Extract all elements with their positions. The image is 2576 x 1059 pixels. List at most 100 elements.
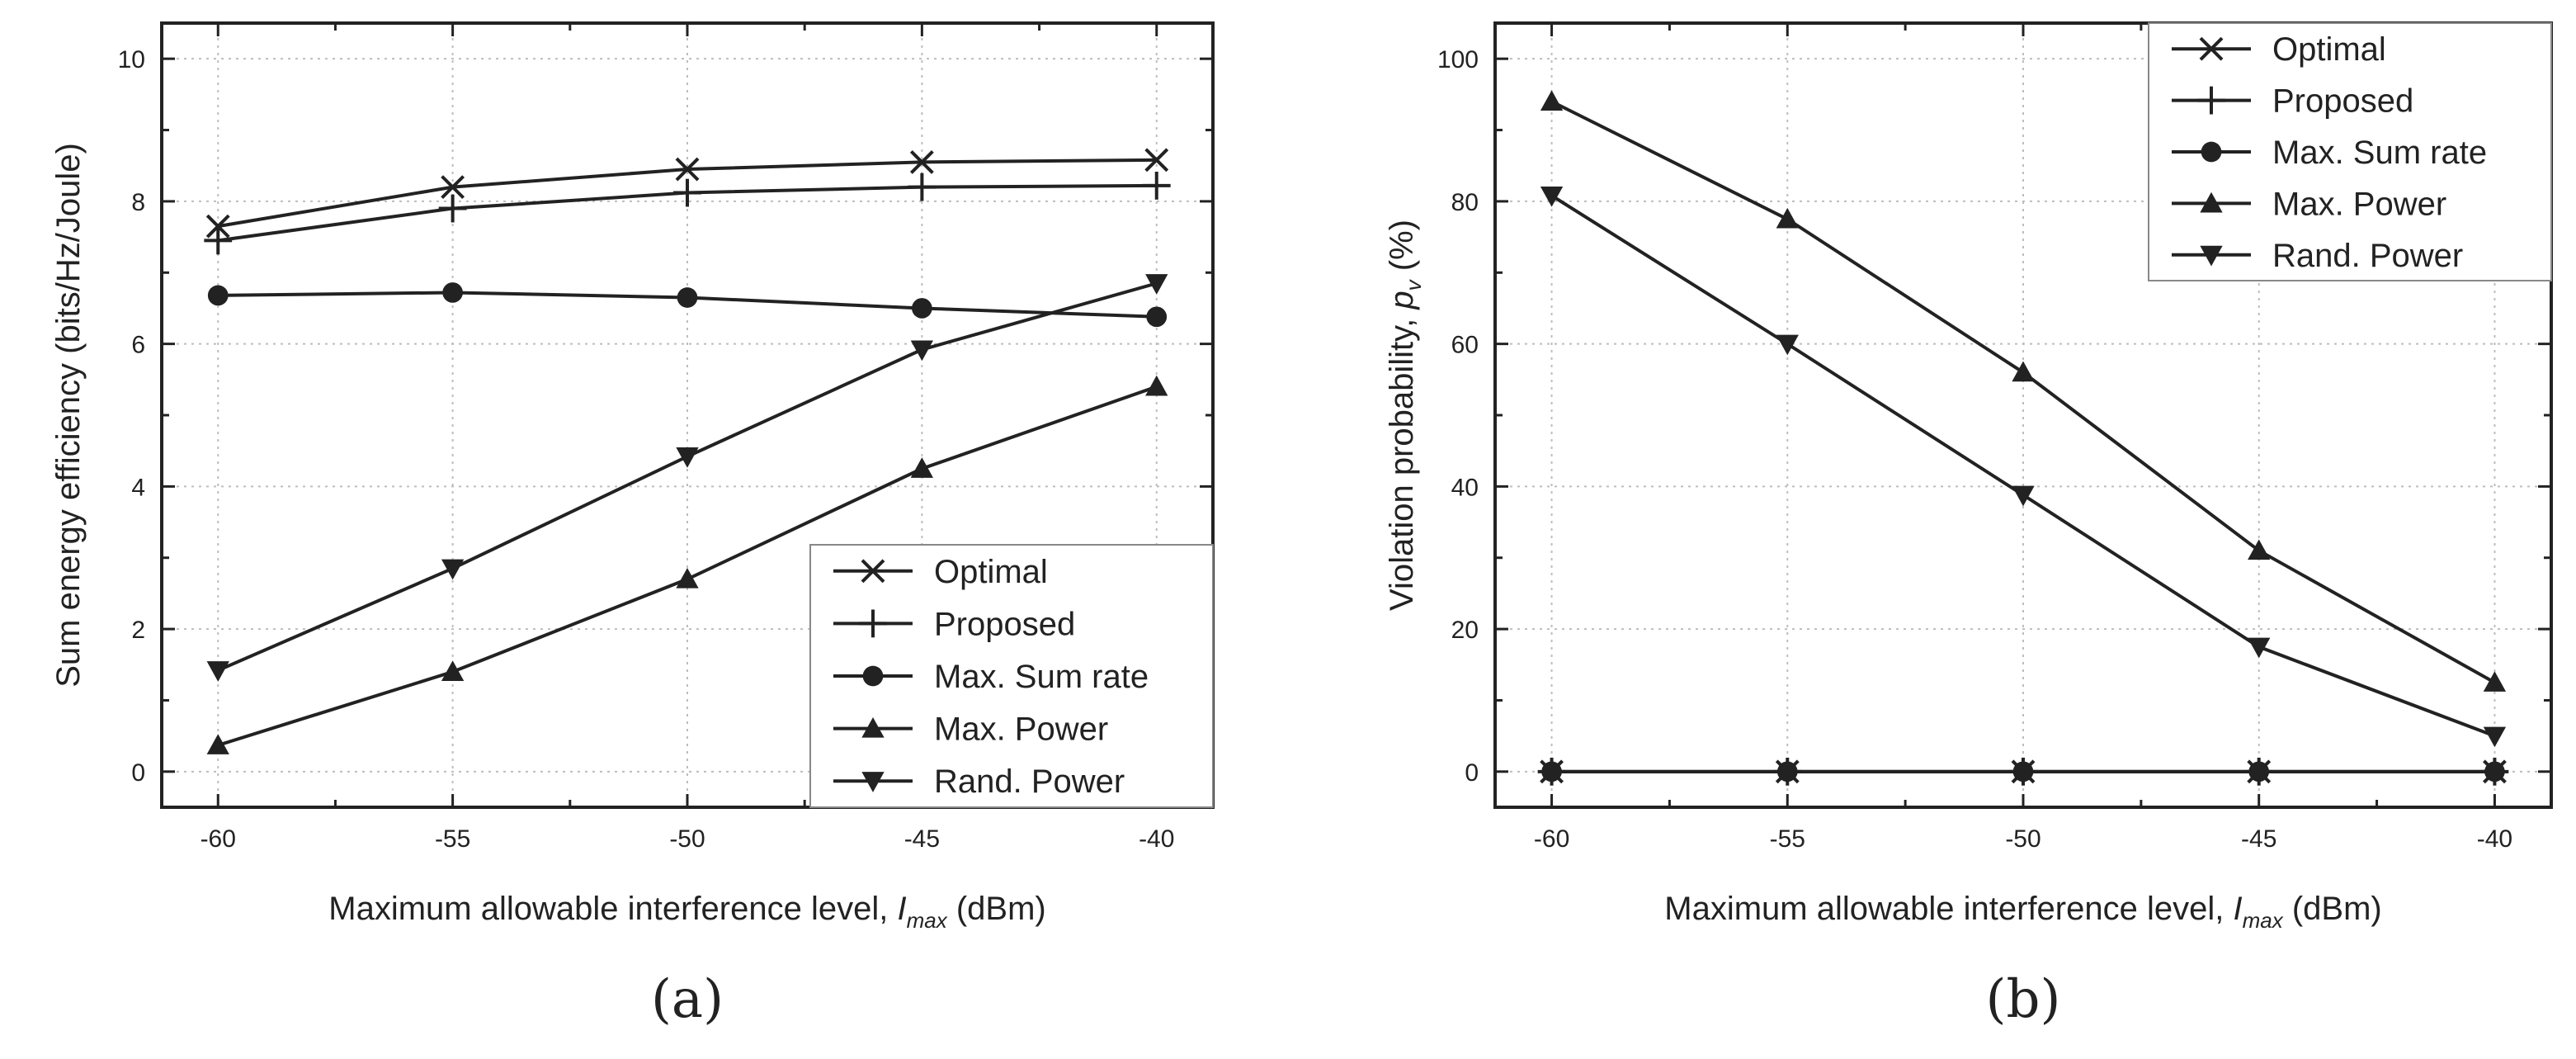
series-max-sum-rate [207,282,1168,328]
legend: Optimal Proposed Max. Sum rate Max. Power Ra… [809,544,1214,808]
legend-label: Rand. Power [2272,238,2463,274]
y-tick-label: 0 [1465,759,1479,787]
legend-label: Rand. Power [934,764,1125,800]
y-axis-title: Violation probability, pv (%) [1384,220,1426,611]
legend-item: Rand. Power [2172,238,2463,274]
chart-caption: (a) [651,969,724,1030]
y-tick-label: 2 [131,617,145,644]
series-rand-power [206,274,1168,682]
x-tick-label: -50 [669,825,705,853]
y-tick-label: 60 [1451,332,1479,359]
data-point [2248,539,2271,560]
series-rand-power [1540,186,2507,748]
y-tick-label: 8 [131,189,145,216]
y-tick-label: 100 [1437,46,1479,73]
legend-marker [859,609,887,638]
data-point [2484,761,2505,782]
data-point [2483,671,2507,692]
data-point [677,287,698,308]
data-point [1146,306,1168,328]
x-tick-label: -55 [1770,825,1805,853]
data-point [206,734,229,754]
data-point [1145,274,1168,295]
data-point [676,567,699,589]
data-point [438,194,467,223]
data-point [910,340,934,362]
data-point [676,447,699,468]
legend-label: Max. Power [934,712,1108,748]
y-tick-label: 0 [131,759,145,787]
y-tick-label: 40 [1451,474,1479,501]
legend-label: Optimal [934,554,1048,590]
data-point [441,559,465,580]
legend-item: Rand. Power [833,764,1125,800]
legend-label: Proposed [2272,83,2413,120]
data-point [205,214,230,239]
legend-marker [2199,36,2224,61]
data-point [441,660,465,681]
data-point [912,298,932,319]
legend-label: Optimal [2272,31,2386,68]
legend-label: Max. Power [2272,186,2446,222]
legend-marker [2197,86,2225,115]
chart-a: -60 -55 -50 -45 -40 0 2 4 6 8 10 Optimal Proposed Max… [50,21,1215,1030]
data-point [1142,172,1171,200]
data-point [2248,637,2271,659]
data-point [1540,186,1564,207]
legend-item: Optimal [833,554,1048,590]
legend: Optimal Proposed Max. Sum rate Max. Power Ra… [2148,22,2552,281]
data-point [204,226,233,255]
y-axis-title: Sum energy efficiency (bits/Hz/Joule) [50,143,87,688]
data-point [673,178,701,207]
chart-caption: (b) [1986,969,2061,1030]
legend-marker [862,665,884,687]
data-point [910,457,934,478]
x-tick-label: -55 [435,825,470,853]
series-proposed [204,172,1171,255]
series-optimal [205,148,1169,239]
data-point [2248,761,2270,782]
data-point [206,661,229,682]
legend-marker [861,772,885,792]
data-point [1776,207,1799,229]
data-point [1144,148,1169,173]
data-point [1541,761,1562,782]
legend-marker [2200,191,2223,213]
data-point [2012,485,2035,507]
data-point [442,282,463,303]
x-tick-label: -40 [1139,825,1174,853]
x-tick-label: -40 [2477,825,2512,853]
data-point [1540,90,1564,111]
data-point [1145,375,1168,396]
plot-frame [160,21,1215,809]
y-tick-label: 10 [118,46,145,73]
plot-frame [1493,21,2553,809]
data-point [1776,761,1798,782]
series-max-power [1540,90,2507,692]
legend-item: Proposed [833,606,1075,642]
x-tick-label: -45 [2241,825,2276,853]
data-point [2483,726,2507,748]
data-point [207,285,229,306]
x-tick-label: -45 [904,825,940,853]
legend-item: Max. Power [2172,186,2446,222]
legend-label: Max. Sum rate [2272,135,2487,171]
legend-marker [861,716,885,738]
legend-marker [2200,245,2223,267]
x-tick-label: -50 [2005,825,2041,853]
legend-marker [2201,141,2222,163]
x-axis-title: Maximum allowable interference level, Im… [328,891,1045,933]
data-point [675,157,700,182]
series-max-power [206,375,1168,754]
y-tick-label: 20 [1451,617,1479,644]
legend-item: Optimal [2172,31,2386,68]
data-point [441,175,465,200]
y-tick-label: 4 [131,474,145,501]
data-point [908,173,937,201]
series-max-sum-rate [1541,761,2505,782]
legend-item: Proposed [2172,83,2413,120]
data-point [2012,361,2035,382]
data-point [1776,334,1799,356]
legend-item: Max. Sum rate [833,659,1149,695]
